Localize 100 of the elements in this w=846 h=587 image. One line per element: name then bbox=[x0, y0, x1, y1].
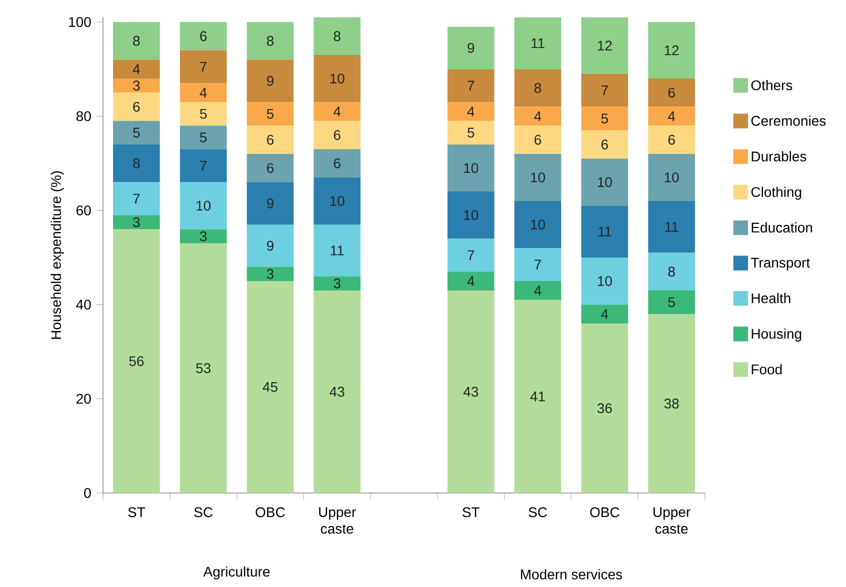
bar bbox=[447, 69, 494, 102]
legend-label: Housing bbox=[752, 328, 802, 342]
data-label: 9 bbox=[468, 42, 474, 53]
bar bbox=[648, 154, 695, 201]
data-label: 10 bbox=[464, 210, 478, 220]
y-tick-label: 60 bbox=[76, 205, 91, 216]
bar bbox=[180, 182, 227, 230]
bar bbox=[113, 78, 160, 93]
data-label: 6 bbox=[668, 134, 675, 145]
bar bbox=[180, 83, 227, 102]
bar bbox=[447, 272, 494, 290]
x-tick-label: SC bbox=[194, 507, 213, 518]
bar bbox=[581, 74, 628, 107]
x-tick-label: ST bbox=[462, 507, 480, 518]
data-label: 5 bbox=[133, 128, 140, 138]
data-label: 6 bbox=[267, 163, 274, 173]
bar bbox=[447, 238, 494, 272]
data-label: 3 bbox=[133, 217, 140, 228]
bar bbox=[246, 182, 294, 225]
y-tick-label: 80 bbox=[76, 111, 91, 122]
y-tick-label: 0 bbox=[84, 488, 91, 498]
bar bbox=[514, 17, 562, 70]
data-label: 6 bbox=[133, 102, 140, 112]
bar bbox=[447, 192, 494, 239]
bar bbox=[246, 102, 294, 126]
data-label: 6 bbox=[668, 88, 675, 98]
bar bbox=[246, 154, 294, 182]
bar bbox=[514, 200, 562, 248]
y-tick-label: 40 bbox=[76, 300, 91, 310]
data-label: 4 bbox=[334, 106, 341, 116]
bar bbox=[113, 92, 160, 121]
data-label: 8 bbox=[534, 82, 542, 93]
bar bbox=[648, 106, 695, 126]
bar bbox=[447, 120, 494, 144]
bar bbox=[180, 229, 227, 244]
bar bbox=[180, 22, 227, 50]
x-tick-label: Upper caste bbox=[654, 507, 690, 534]
data-label: 8 bbox=[668, 266, 675, 277]
data-label: 4 bbox=[534, 111, 542, 122]
legend-label: Clothing bbox=[751, 186, 802, 200]
data-label: 53 bbox=[196, 363, 211, 374]
bar bbox=[113, 215, 160, 230]
bar bbox=[648, 200, 695, 253]
data-label: 3 bbox=[334, 278, 340, 288]
bar bbox=[648, 78, 695, 107]
bar bbox=[113, 182, 160, 216]
data-label: 4 bbox=[601, 309, 608, 319]
data-label: 56 bbox=[129, 356, 144, 366]
data-label: 8 bbox=[266, 36, 274, 46]
bar bbox=[581, 130, 628, 159]
bar bbox=[648, 314, 695, 493]
data-label: 4 bbox=[200, 88, 207, 98]
data-label: 5 bbox=[200, 132, 207, 142]
data-label: 10 bbox=[531, 220, 546, 230]
data-label: 6 bbox=[601, 140, 608, 150]
bar bbox=[113, 144, 160, 182]
data-label: 5 bbox=[601, 114, 608, 124]
bar bbox=[113, 120, 160, 144]
data-label: 4 bbox=[467, 106, 474, 116]
bar bbox=[246, 60, 294, 102]
bar bbox=[180, 243, 227, 493]
data-label: 36 bbox=[597, 403, 612, 414]
data-label: 10 bbox=[664, 172, 679, 182]
bar bbox=[447, 144, 494, 192]
text: Modern services bbox=[521, 569, 622, 580]
data-label: 7 bbox=[534, 260, 541, 270]
bar bbox=[648, 126, 695, 154]
data-label: 8 bbox=[334, 31, 340, 42]
text: Agriculture bbox=[203, 566, 270, 580]
bar bbox=[514, 281, 562, 300]
data-label: 3 bbox=[200, 231, 207, 242]
bar bbox=[180, 149, 227, 182]
bar bbox=[648, 290, 695, 314]
legend-label: Food bbox=[752, 364, 782, 374]
bar bbox=[447, 26, 494, 70]
data-label: 7 bbox=[200, 160, 207, 170]
data-label: 7 bbox=[200, 62, 207, 72]
bar bbox=[314, 224, 361, 276]
data-label: 11 bbox=[665, 222, 678, 232]
x-tick-label: SC bbox=[528, 507, 547, 518]
bar bbox=[113, 22, 160, 60]
data-label: 9 bbox=[266, 198, 274, 208]
bar bbox=[180, 50, 227, 84]
data-label: 10 bbox=[598, 276, 612, 286]
bar bbox=[581, 206, 628, 258]
legend-label: Others bbox=[751, 80, 792, 90]
data-label: 8 bbox=[133, 36, 140, 46]
bar bbox=[514, 248, 562, 282]
bar bbox=[447, 102, 494, 121]
bar bbox=[648, 22, 695, 79]
data-label: 10 bbox=[598, 177, 612, 188]
data-label: 4 bbox=[132, 64, 140, 74]
data-label: 5 bbox=[200, 108, 207, 119]
legend-label: Durables bbox=[752, 151, 806, 162]
data-label: 5 bbox=[266, 108, 274, 119]
legend-label: Transport bbox=[750, 258, 810, 270]
y-tick-label: 20 bbox=[76, 394, 91, 404]
data-label: 5 bbox=[668, 297, 675, 308]
x-tick-label: OBC bbox=[590, 507, 620, 518]
bar bbox=[246, 224, 294, 267]
